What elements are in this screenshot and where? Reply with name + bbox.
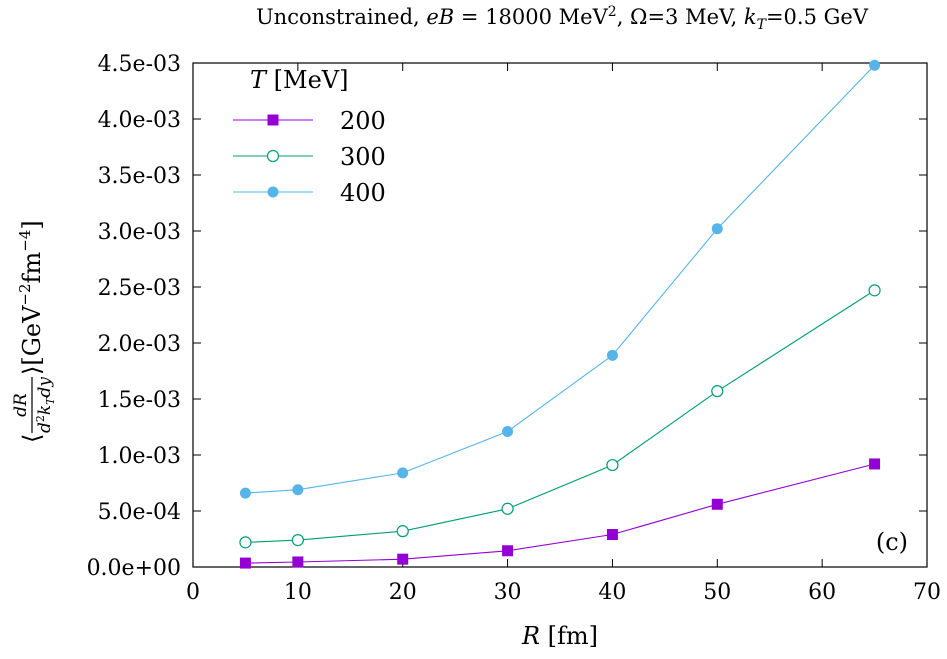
y-tick-label: 3.0e-03 <box>98 220 181 245</box>
series-line-200 <box>245 463 875 564</box>
plot-frame <box>192 62 928 568</box>
data-point <box>291 534 304 547</box>
title-kt-sub: T <box>757 17 768 33</box>
y-tick-label: 1.0e-03 <box>98 444 181 469</box>
series-300 <box>239 284 881 549</box>
data-point <box>606 529 618 541</box>
y-label-den-d: d <box>35 422 55 433</box>
series-200 <box>239 458 881 569</box>
y-label-fm: fm <box>18 252 46 284</box>
data-point <box>711 223 723 235</box>
title-eb-value: = 18000 MeV <box>454 5 608 29</box>
data-point <box>396 525 409 538</box>
legend-swatch-marker <box>267 186 279 198</box>
title-kt-var: k <box>744 5 757 29</box>
y-tick-label: 4.5e-03 <box>98 52 181 77</box>
legend-swatch-marker <box>267 114 279 126</box>
y-tick-label: 3.5e-03 <box>98 164 181 189</box>
x-tick-label: 40 <box>598 580 626 605</box>
data-point <box>502 425 514 437</box>
data-point <box>239 557 251 569</box>
data-point <box>397 467 409 479</box>
y-axis-label: ⟨ dR d2kTdy ⟩[GeV−2fm−4] <box>11 220 57 443</box>
y-axis-ticks: 0.0e+00 5.0e-04 1.0e-03 1.5e-03 2.0e-03 2.5e-… <box>87 52 927 581</box>
x-axis-label-unit: [fm] <box>540 622 598 650</box>
legend-entries: 200 300 400 <box>233 107 386 207</box>
data-point <box>239 487 251 499</box>
y-label-den-k: k <box>35 405 55 415</box>
y-label-lbracket: ⟨ <box>18 434 46 443</box>
y-tick-label: 2.0e-03 <box>98 332 181 357</box>
y-tick-label: 2.5e-03 <box>98 276 181 301</box>
y-label-exp1: −2 <box>16 283 34 305</box>
series-layer <box>239 59 881 569</box>
chart-title: Unconstrained, eB = 18000 MeV2, Ω=3 MeV,… <box>256 4 869 33</box>
x-tick-label: 10 <box>284 580 312 605</box>
data-point <box>397 553 409 565</box>
y-label-den-T: T <box>44 396 57 405</box>
legend-label: 400 <box>340 179 386 207</box>
legend: T [MeV] 200 300 400 <box>233 66 386 207</box>
y-label-rbracket: ⟩[GeV <box>18 305 46 375</box>
y-label-units: ⟩[GeV−2fm−4] <box>16 220 46 375</box>
legend-title: T [MeV] <box>250 66 348 94</box>
legend-label: 200 <box>340 107 386 135</box>
data-point <box>606 349 618 361</box>
legend-title-var: T <box>250 66 268 94</box>
x-tick-label: 30 <box>494 580 522 605</box>
y-label-exp2: −4 <box>16 230 34 252</box>
data-point <box>869 59 881 71</box>
x-tick-label: 20 <box>389 580 417 605</box>
data-point <box>292 484 304 496</box>
x-axis-label-var: R <box>521 622 540 650</box>
x-tick-label: 0 <box>186 580 200 605</box>
title-omega: , Ω=3 MeV, <box>617 5 744 29</box>
legend-label: 300 <box>340 143 386 171</box>
title-eb-sup: 2 <box>608 4 617 20</box>
y-label-end: ] <box>18 220 46 229</box>
series-line-300 <box>245 289 875 543</box>
x-axis-label: R [fm] <box>521 622 598 650</box>
y-label-numerator: dR <box>11 393 31 417</box>
legend-entry-200: 200 <box>233 107 386 135</box>
y-label-den-dy: dy <box>35 377 55 398</box>
title-eb-var: eB <box>426 5 454 29</box>
x-tick-label: 50 <box>703 580 731 605</box>
data-point <box>868 284 881 297</box>
title-prefix: Unconstrained, <box>256 5 426 29</box>
data-point <box>239 536 252 549</box>
y-tick-label: 1.5e-03 <box>98 388 181 413</box>
legend-title-unit: [MeV] <box>266 66 348 94</box>
legend-entry-400: 400 <box>233 179 386 207</box>
y-tick-label: 4.0e-03 <box>98 108 181 133</box>
x-axis-ticks: 0 10 20 30 40 50 60 70 <box>186 63 941 605</box>
x-tick-label: 70 <box>913 580 941 605</box>
data-point <box>606 458 619 472</box>
title-kt-value: =0.5 GeV <box>766 5 869 29</box>
data-point <box>502 545 514 557</box>
series-400 <box>239 59 881 499</box>
data-point <box>869 458 881 470</box>
y-tick-label: 0.0e+00 <box>87 556 181 581</box>
legend-swatch-marker <box>266 149 280 163</box>
x-tick-label: 60 <box>808 580 836 605</box>
y-tick-label: 5.0e-04 <box>98 500 181 525</box>
data-point <box>292 556 304 568</box>
y-label-denominator: d2kTdy <box>34 377 57 433</box>
panel-label: (c) <box>876 528 908 556</box>
data-point <box>501 502 514 515</box>
y-label-den-sup2: 2 <box>34 415 47 422</box>
legend-entry-300: 300 <box>233 143 386 171</box>
data-point <box>711 385 724 398</box>
data-point <box>711 498 723 510</box>
